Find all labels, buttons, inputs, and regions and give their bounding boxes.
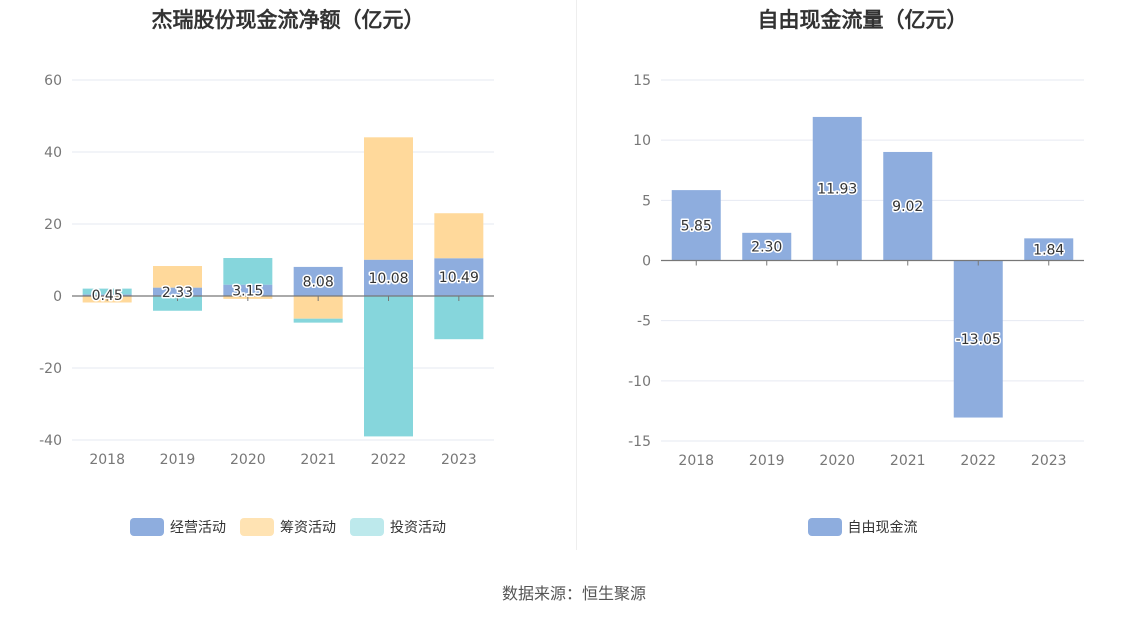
y-tick-label: 0 xyxy=(53,289,62,305)
y-tick-label: 40 xyxy=(44,145,62,161)
bar-筹资活动-2021 xyxy=(293,296,343,319)
y-tick-label: -15 xyxy=(628,434,651,450)
bar-自由现金流-2020 xyxy=(812,116,862,261)
x-tick-label: 2023 xyxy=(1031,453,1067,469)
bar-自由现金流-2018 xyxy=(671,190,721,261)
bar-经营活动-2021 xyxy=(293,266,343,296)
cash-flow-net-chart: 60 40 20 0 -20 -40 2018 2019 2020 2021 2022 2023 0.4… xyxy=(39,73,494,468)
legend-swatch-fcf xyxy=(807,518,842,536)
legend-label-fcf: 自由现金流 xyxy=(847,520,918,536)
panel-divider xyxy=(576,0,577,550)
data-label: 3.15 xyxy=(232,283,263,299)
x-tick-label: 2019 xyxy=(749,453,785,469)
data-label: -13.05 xyxy=(956,332,1001,348)
y-tick-label: -10 xyxy=(628,374,651,390)
data-label: 2.33 xyxy=(162,285,193,301)
y-tick-label: 0 xyxy=(642,254,651,270)
cash-flow-net-chart-panel: 杰瑞股份现金流净额（亿元） 60 40 20 0 -20 -40 2018 2019 2020 2… xyxy=(0,0,576,550)
data-label: 9.02 xyxy=(892,199,923,215)
y-tick-label: 5 xyxy=(642,193,651,209)
legend-item-operating[interactable]: 经营活动 xyxy=(130,517,226,537)
bar-投资活动-2021 xyxy=(293,318,343,323)
x-tick-label: 2022 xyxy=(371,452,407,468)
legend-right: 自由现金流 xyxy=(577,517,1148,537)
bar-投资活动-2020 xyxy=(223,258,273,285)
data-label: 2.30 xyxy=(751,240,782,256)
data-label: 1.84 xyxy=(1033,242,1064,258)
legend-swatch-financing xyxy=(240,518,274,536)
data-label: 0.45 xyxy=(92,288,123,304)
x-tick-label: 2018 xyxy=(89,452,125,468)
chart-title-left: 杰瑞股份现金流净额（亿元） xyxy=(151,8,425,32)
free-cash-flow-chart-panel: 自由现金流量（亿元） 15 10 5 0 -5 -10 -15 2018 2019 2020 202… xyxy=(577,0,1148,550)
y-tick-label: 60 xyxy=(44,73,62,89)
data-label: 10.08 xyxy=(368,271,408,287)
x-tick-label: 2022 xyxy=(960,453,996,469)
y-tick-label: -5 xyxy=(637,314,651,330)
chart-title-right: 自由现金流量（亿元） xyxy=(757,8,968,32)
x-tick-label: 2021 xyxy=(300,452,336,468)
x-tick-label: 2020 xyxy=(230,452,266,468)
bar-投资活动-2019 xyxy=(153,296,202,311)
bar-经营活动-2023 xyxy=(434,258,484,296)
bar-经营活动-2020 xyxy=(223,284,273,296)
free-cash-flow-chart: 15 10 5 0 -5 -10 -15 2018 2019 2020 2021 2022 2023 5.… xyxy=(628,73,1084,469)
bar-经营活动-2022 xyxy=(364,259,413,296)
data-label: 8.08 xyxy=(303,274,334,290)
x-tick-label: 2021 xyxy=(890,453,926,469)
y-tick-label: -40 xyxy=(39,433,62,449)
y-tick-label: 15 xyxy=(633,73,651,89)
data-label: 10.49 xyxy=(439,270,479,286)
legend-swatch-operating xyxy=(130,518,164,536)
legend-label-operating: 经营活动 xyxy=(170,520,226,536)
legend-swatch-investing xyxy=(350,518,384,536)
data-source-note: 数据来源：恒生聚源 xyxy=(501,584,646,603)
bar-自由现金流-2022 xyxy=(953,260,1003,418)
data-label: 5.85 xyxy=(681,218,712,234)
bar-自由现金流-2021 xyxy=(883,151,933,261)
bar-筹资活动-2022 xyxy=(364,137,413,260)
bar-投资活动-2018 xyxy=(82,288,132,295)
legend-label-investing: 投资活动 xyxy=(390,520,446,536)
y-tick-label: -20 xyxy=(39,361,62,377)
bar-自由现金流-2023 xyxy=(1024,238,1074,261)
x-tick-label: 2020 xyxy=(819,453,855,469)
legend-item-financing[interactable]: 筹资活动 xyxy=(240,517,336,537)
bar-筹资活动-2023 xyxy=(434,213,484,259)
data-label: 11.93 xyxy=(817,182,857,198)
x-tick-label: 2019 xyxy=(160,452,196,468)
legend-label-financing: 筹资活动 xyxy=(280,520,336,536)
y-tick-label: 10 xyxy=(633,133,651,149)
bar-经营活动-2018 xyxy=(82,294,132,296)
legend-item-fcf[interactable]: 自由现金流 xyxy=(807,517,918,537)
bar-投资活动-2022 xyxy=(364,296,413,437)
legend-left: 经营活动 筹资活动 投资活动 xyxy=(0,517,576,537)
legend-item-investing[interactable]: 投资活动 xyxy=(350,517,446,537)
bar-筹资活动-2019 xyxy=(153,266,202,288)
bar-投资活动-2023 xyxy=(434,296,484,340)
bar-自由现金流-2019 xyxy=(742,232,792,261)
bar-经营活动-2019 xyxy=(153,287,202,296)
x-tick-label: 2018 xyxy=(678,453,714,469)
y-tick-label: 20 xyxy=(44,217,62,233)
x-tick-label: 2023 xyxy=(441,452,477,468)
